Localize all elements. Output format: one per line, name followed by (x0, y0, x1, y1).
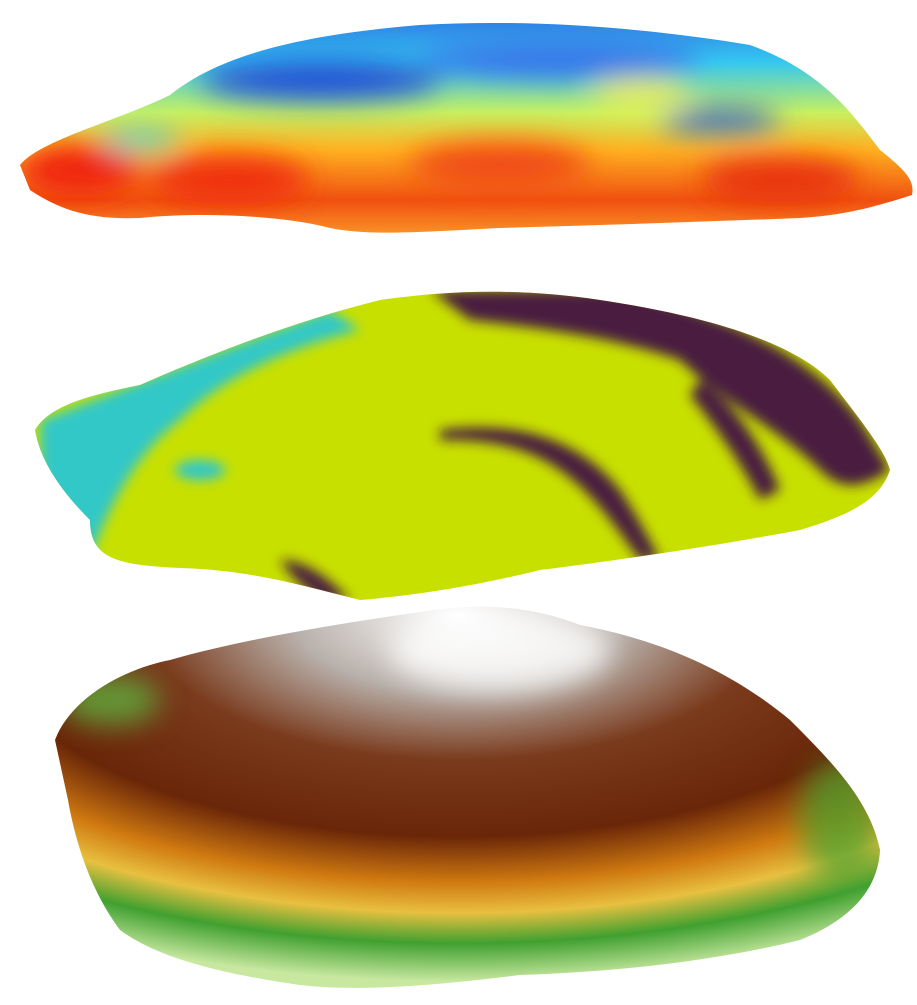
layer-patches (20, 42, 860, 205)
bottom-layer (55, 606, 880, 988)
middle-layer (35, 291, 890, 600)
top-layer (20, 22, 913, 233)
layer-surface (20, 22, 913, 233)
layer-patches (40, 291, 890, 600)
